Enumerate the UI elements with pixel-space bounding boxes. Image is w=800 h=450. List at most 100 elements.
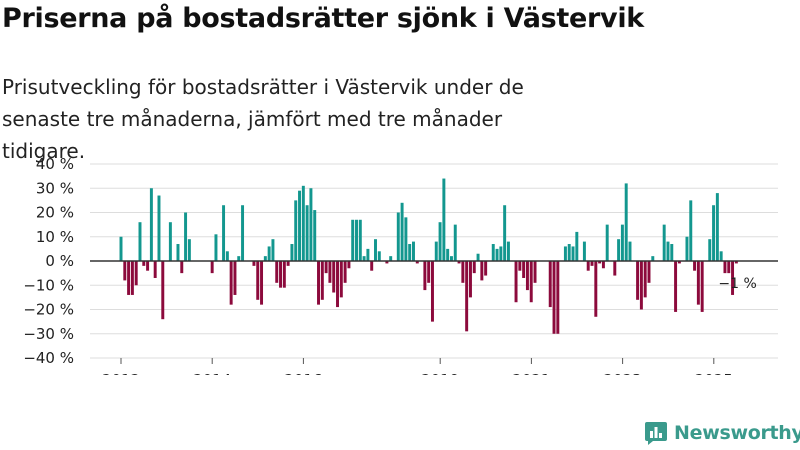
bar [449,256,453,261]
bar [305,205,309,261]
newsworthy-logo-icon [645,422,667,445]
bar [130,261,134,295]
bar [514,261,518,303]
bar [366,248,370,262]
y-tick-label: 10 % [36,228,74,246]
bar [624,183,628,261]
x-tick-label: 2021 [512,371,550,375]
bar [263,256,267,261]
bar [666,241,670,261]
bar [237,256,241,261]
bar [339,261,343,298]
bar [320,261,324,300]
bar [506,241,510,261]
chart-title: Priserna på bostadsrätter sjönk i Väster… [2,3,644,34]
bar [689,200,693,262]
x-tick-label: 2025 [695,371,733,375]
bar [176,244,180,261]
x-tick-label: 2019 [421,371,459,375]
bar [571,246,575,261]
bar [279,261,283,288]
bar [598,261,602,264]
bar [127,261,131,295]
bar [271,239,275,261]
bar [461,261,465,283]
x-tick-label: 2016 [284,371,322,375]
bar [317,261,320,305]
bar [168,222,172,261]
bar [685,236,689,261]
bar [427,261,431,283]
bar [301,185,305,261]
bar [480,261,484,281]
bar [636,261,640,300]
bar [662,224,666,262]
bar [434,241,438,261]
bar [290,244,294,261]
bar [142,261,146,266]
bars [119,178,738,334]
bar [153,261,157,278]
bar [442,178,446,261]
bar [723,261,727,274]
chart-subtitle: Prisutveckling för bostadsrätter i Väste… [2,75,524,163]
y-tick-label: 20 % [36,204,74,222]
bar [465,261,469,332]
bar [362,256,366,261]
bar [594,261,598,317]
bar [332,261,336,293]
bar [134,261,138,286]
bar [267,246,271,261]
bar [696,261,700,305]
bar [556,261,560,334]
bar [605,224,609,262]
bar [294,200,298,262]
bar [404,217,408,261]
bar [423,261,427,291]
bar [370,261,374,271]
bar [233,261,237,295]
bar [628,241,632,261]
bar [275,261,279,283]
bar [499,246,503,261]
bar [408,244,412,261]
bar [351,219,355,261]
bar [309,188,313,261]
bar [522,261,526,278]
bar-chart: 40 %30 %20 %10 %0 %−10 %−20 %−30 %−40 % … [23,155,778,375]
y-tick-label: −40 % [23,349,74,367]
bar [374,239,377,261]
brand-logo: Newsworthy [644,419,800,447]
bar [495,248,499,262]
bar [446,248,450,262]
bar [286,261,290,266]
x-axis-ticks: 2012 2014 2016 2019 2021 2023 2025 [102,358,733,375]
bar [670,244,674,261]
bar [529,261,533,303]
bar [438,222,442,261]
bar [731,261,735,295]
bar [472,261,476,274]
bar [324,261,328,274]
bar [210,261,214,274]
bar [620,224,624,262]
bar [484,261,488,276]
x-tick-label: 2012 [102,371,140,375]
bar [313,210,317,261]
bar [358,219,362,261]
bar [412,241,415,261]
bar [119,236,123,261]
bar [503,205,507,261]
bar [377,251,381,261]
bar [586,261,590,271]
bar [719,251,723,261]
bar [563,246,567,261]
bar [575,231,579,261]
bar [712,205,716,261]
bar [647,261,651,283]
bar [347,261,351,269]
bar [552,261,556,334]
bar [567,244,571,261]
bar [590,261,594,266]
bar [222,205,226,261]
